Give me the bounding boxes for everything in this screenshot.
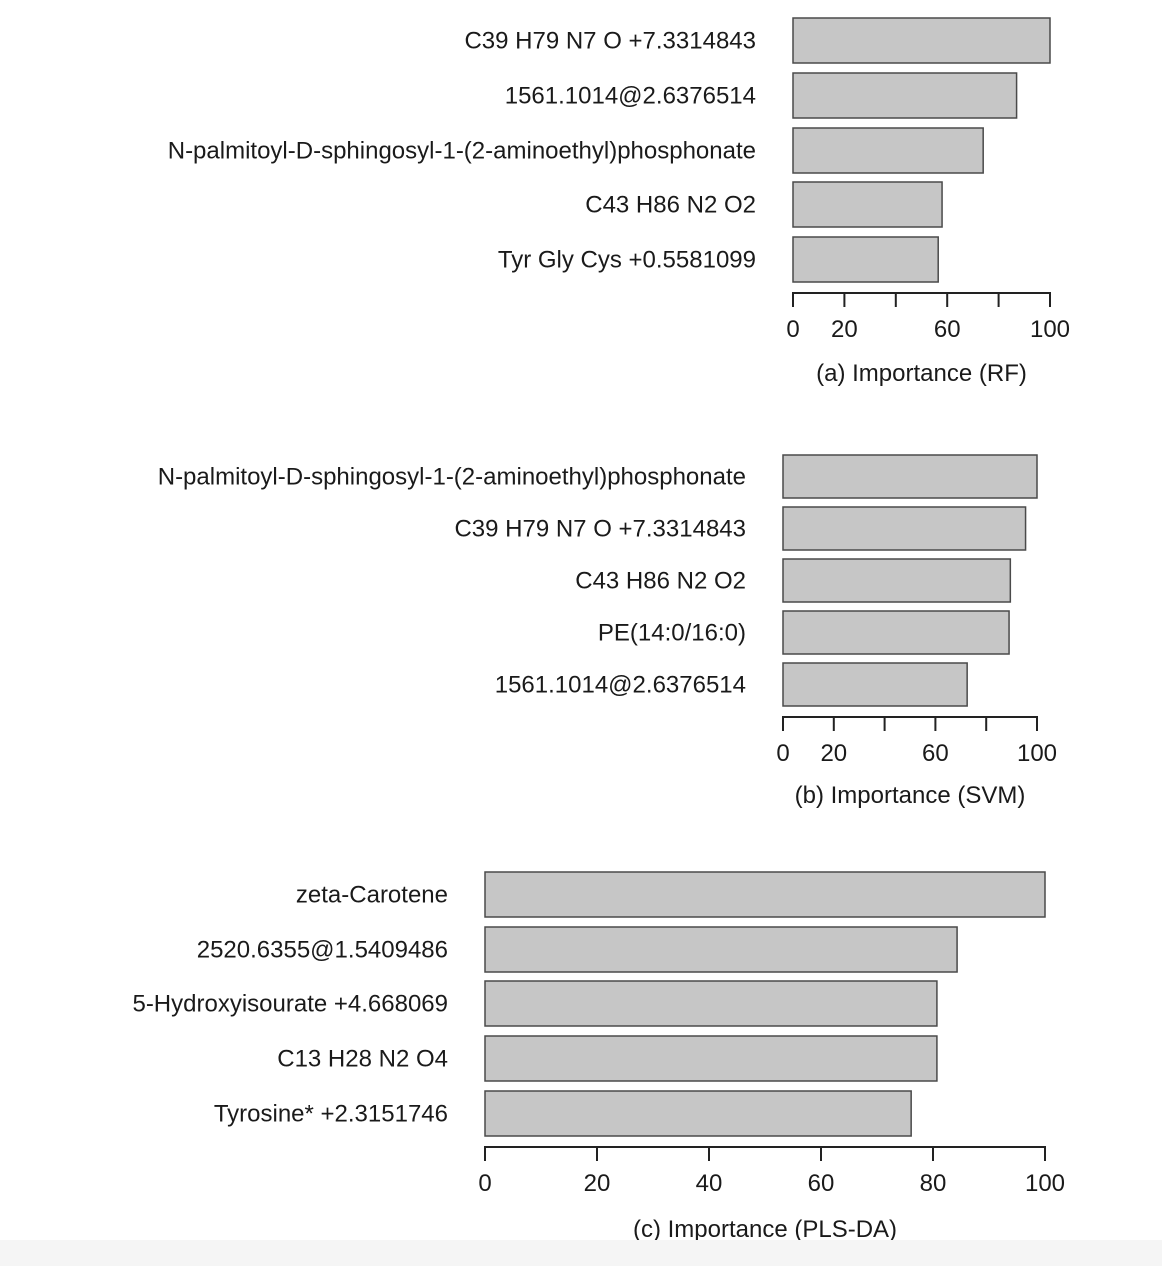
bar (792, 181, 943, 228)
category-label: Tyrosine* +2.3151746 (214, 1101, 448, 1128)
bar (792, 72, 1018, 119)
category-label: N-palmitoyl-D-sphingosyl-1-(2-aminoethyl… (168, 138, 756, 165)
x-tick-label: 60 (934, 316, 961, 343)
x-tick-label: 20 (584, 1170, 611, 1197)
bar (782, 662, 968, 707)
category-label: 2520.6355@1.5409486 (197, 937, 448, 964)
bar (484, 871, 1046, 918)
bottom-strip (0, 1240, 1162, 1266)
x-tick-label: 0 (776, 740, 789, 767)
x-tick-label: 60 (808, 1170, 835, 1197)
x-axis-title: (b) Importance (SVM) (795, 782, 1026, 809)
bar (792, 236, 939, 283)
bar (782, 454, 1038, 499)
bar (792, 17, 1051, 64)
x-tick-label: 60 (922, 740, 949, 767)
category-label: C39 H79 N7 O +7.3314843 (464, 28, 756, 55)
x-tick-label: 0 (786, 316, 799, 343)
x-axis-title: (a) Importance (RF) (816, 360, 1027, 387)
chart-panel-svm: N-palmitoyl-D-sphingosyl-1-(2-aminoethyl… (158, 454, 1057, 809)
x-tick-label: 20 (820, 740, 847, 767)
category-label: C43 H86 N2 O2 (575, 568, 746, 595)
bar (484, 926, 958, 973)
category-label: C39 H79 N7 O +7.3314843 (454, 516, 746, 543)
category-label: zeta-Carotene (296, 882, 448, 909)
bar (484, 1035, 938, 1082)
bar (484, 980, 938, 1027)
category-label: C13 H28 N2 O4 (277, 1046, 448, 1073)
bar (782, 610, 1010, 655)
category-label: 5-Hydroxyisourate +4.668069 (132, 991, 448, 1018)
x-tick-label: 100 (1025, 1170, 1065, 1197)
category-label: C43 H86 N2 O2 (585, 192, 756, 219)
x-tick-label: 20 (831, 316, 858, 343)
category-label: 1561.1014@2.6376514 (495, 672, 746, 699)
bar (782, 558, 1012, 603)
category-label: N-palmitoyl-D-sphingosyl-1-(2-aminoethyl… (158, 464, 746, 491)
x-tick-label: 40 (696, 1170, 723, 1197)
x-tick-label: 80 (920, 1170, 947, 1197)
x-tick-label: 100 (1017, 740, 1057, 767)
x-axis-title: (c) Importance (PLS-DA) (633, 1216, 897, 1243)
bar (782, 506, 1027, 551)
chart-panel-rf: C39 H79 N7 O +7.3314843 1561.1014@2.63765… (168, 17, 1070, 387)
chart-panel-plsda: zeta-Carotene 2520.6355@1.5409486 5-Hydrox… (132, 871, 1065, 1243)
category-label: 1561.1014@2.6376514 (505, 83, 756, 110)
bar (484, 1090, 912, 1137)
x-tick-label: 100 (1030, 316, 1070, 343)
category-label: Tyr Gly Cys +0.5581099 (498, 247, 756, 274)
x-tick-label: 0 (478, 1170, 491, 1197)
category-label: PE(14:0/16:0) (598, 620, 746, 647)
bar (792, 127, 984, 174)
